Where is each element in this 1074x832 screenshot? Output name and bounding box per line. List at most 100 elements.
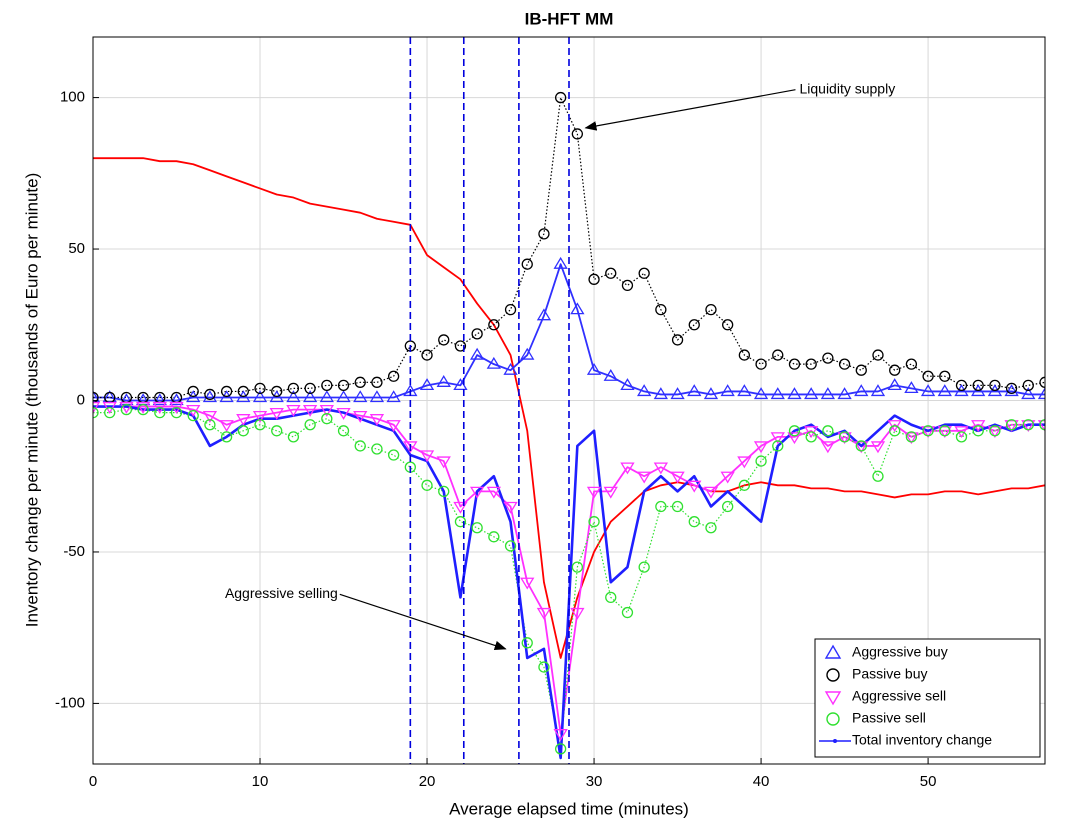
marker xyxy=(922,425,934,437)
marker xyxy=(889,425,901,437)
marker xyxy=(972,379,984,392)
marker xyxy=(872,349,884,361)
marker xyxy=(204,419,216,431)
marker xyxy=(655,303,667,316)
x-tick-label: 20 xyxy=(419,773,436,790)
marker xyxy=(237,385,249,398)
marker xyxy=(137,403,149,416)
marker xyxy=(93,401,101,414)
marker xyxy=(687,480,702,493)
annotation: Aggressive selling xyxy=(225,585,338,601)
marker xyxy=(104,406,116,419)
marker xyxy=(369,390,385,403)
marker xyxy=(872,470,884,482)
marker xyxy=(621,606,634,619)
marker xyxy=(989,425,1001,437)
marker xyxy=(236,414,251,426)
marker xyxy=(504,540,517,552)
marker xyxy=(820,387,836,400)
marker xyxy=(787,432,802,445)
x-tick-label: 50 xyxy=(920,773,937,790)
marker xyxy=(939,425,951,437)
marker xyxy=(688,516,700,528)
marker xyxy=(169,393,184,406)
marker xyxy=(904,432,919,445)
marker xyxy=(503,362,518,375)
marker xyxy=(371,376,383,388)
marker xyxy=(321,379,333,392)
marker xyxy=(854,384,869,397)
marker xyxy=(386,420,401,432)
marker xyxy=(319,404,334,417)
marker xyxy=(621,279,634,292)
marker xyxy=(554,91,567,104)
legend-swatch xyxy=(826,712,840,726)
marker xyxy=(336,390,351,403)
marker xyxy=(620,462,635,475)
marker xyxy=(603,486,618,499)
axes-frame xyxy=(92,36,1046,765)
marker xyxy=(220,431,233,443)
marker xyxy=(287,382,300,395)
legend-swatch xyxy=(824,691,842,706)
marker xyxy=(671,500,684,513)
marker xyxy=(287,431,300,443)
marker xyxy=(436,375,451,387)
marker xyxy=(488,531,500,543)
marker xyxy=(805,358,817,370)
marker xyxy=(889,364,901,376)
marker xyxy=(237,425,249,437)
marker xyxy=(653,387,669,400)
marker xyxy=(605,591,617,604)
marker xyxy=(202,390,218,403)
marker xyxy=(469,347,485,360)
marker xyxy=(989,379,1001,392)
marker xyxy=(369,414,385,426)
marker xyxy=(1022,379,1034,392)
marker xyxy=(304,419,316,431)
marker xyxy=(187,385,199,398)
marker xyxy=(772,349,784,361)
marker xyxy=(469,486,485,499)
marker xyxy=(753,441,769,454)
marker xyxy=(755,455,767,467)
legend-swatch xyxy=(833,739,837,743)
marker xyxy=(703,486,719,499)
marker xyxy=(438,334,450,346)
marker xyxy=(870,441,886,454)
marker xyxy=(486,486,501,499)
series-line xyxy=(93,405,1045,735)
y-axis-label: Inventory change per minute (thousands o… xyxy=(22,173,41,628)
marker xyxy=(722,319,734,331)
marker xyxy=(204,388,216,401)
marker xyxy=(538,661,550,673)
marker xyxy=(554,743,567,755)
marker xyxy=(837,432,852,445)
marker xyxy=(1005,419,1018,431)
marker xyxy=(571,561,584,573)
marker xyxy=(987,426,1003,439)
series-line xyxy=(93,263,1045,402)
marker xyxy=(319,390,334,403)
marker xyxy=(536,607,552,620)
marker xyxy=(269,407,284,420)
marker xyxy=(705,522,717,534)
marker xyxy=(1039,419,1045,431)
marker xyxy=(787,387,802,400)
marker xyxy=(586,486,602,499)
marker xyxy=(720,384,735,397)
marker xyxy=(1022,419,1034,431)
marker xyxy=(220,385,233,398)
marker xyxy=(788,425,801,437)
marker xyxy=(822,425,834,437)
x-tick-label: 30 xyxy=(586,773,603,790)
marker xyxy=(588,516,600,528)
marker xyxy=(571,128,584,140)
marker xyxy=(152,393,167,406)
marker xyxy=(603,369,618,381)
x-axis-label: Average elapsed time (minutes) xyxy=(449,799,689,818)
marker xyxy=(705,303,717,316)
marker xyxy=(520,577,535,590)
marker xyxy=(588,273,600,285)
marker xyxy=(436,456,451,469)
